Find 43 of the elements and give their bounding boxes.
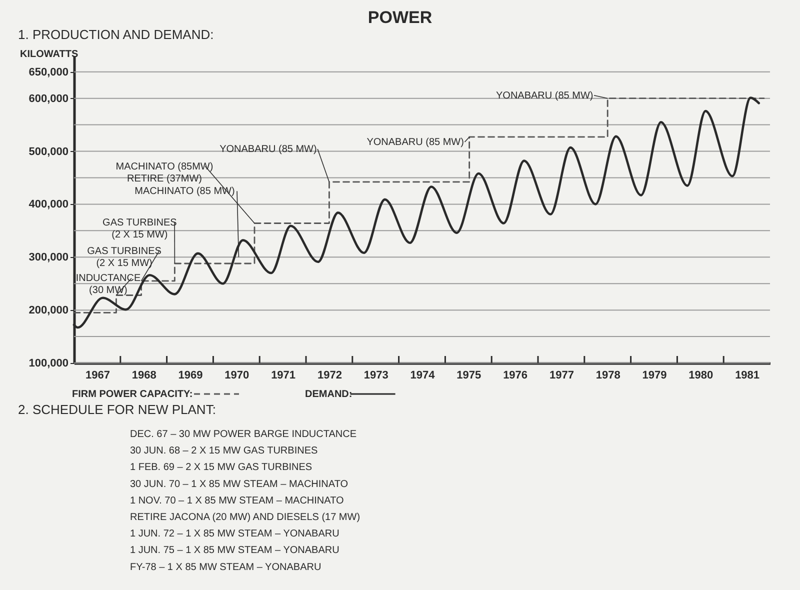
text: 1 JUN. 72 – 1 X 85 MW STEAM – YONABARU — [130, 528, 340, 540]
x-tick-label: 1970 — [224, 370, 250, 382]
y-tick-label: 400,000 — [28, 198, 68, 211]
annotation: YONABARU (85 MW) — [220, 144, 317, 155]
x-tick-label: 1974 — [410, 370, 436, 382]
text: 1 NOV. 70 – 1 X 85 MW STEAM – MACHINATO — [130, 495, 344, 506]
y-tick-label: 100,000 — [28, 358, 68, 370]
x-tick-label: 1981 — [735, 370, 760, 382]
text: 2. SCHEDULE FOR NEW PLANT: — [18, 402, 216, 417]
x-tick-label: 1979 — [642, 370, 667, 382]
text: 30 JUN. 68 – 2 X 15 MW GAS TURBINES — [130, 446, 318, 457]
x-tick-label: 1978 — [596, 370, 620, 382]
annotation: YONABARU (85 MW) — [496, 90, 594, 102]
annotation: GAS TURBINES (2 X 15 MW) — [102, 217, 178, 240]
y-tick-label: 300,000 — [28, 252, 68, 264]
text: RETIRE JACONA (20 MW) AND DIESELS (17 MW) — [130, 512, 360, 523]
x-tick-label: 1967 — [85, 370, 110, 382]
x-tick-label: 1971 — [271, 370, 296, 382]
x-tick-label: 1972 — [317, 370, 342, 382]
x-tick-label: 1976 — [503, 370, 528, 382]
chart-title: POWER — [368, 8, 432, 27]
text: 1 FEB. 69 – 2 X 15 MW GAS TURBINES — [130, 462, 312, 474]
annotation: GAS TURBINES (2 X 15 MW) — [87, 246, 162, 269]
y-tick-label: 650,000 — [28, 66, 68, 78]
chart-subtitle: 1. PRODUCTION AND DEMAND: — [18, 27, 214, 42]
x-tick-label: 1973 — [364, 370, 388, 382]
x-tick-label: 1969 — [178, 370, 203, 382]
text: 1 JUN. 75 – 1 X 85 MW STEAM – YONABARU — [130, 545, 340, 556]
legend-label: FIRM POWER CAPACITY: — [72, 389, 193, 400]
y-tick-label: 500,000 — [28, 146, 68, 158]
text: FY-78 – 1 X 85 MW STEAM – YONABARU — [130, 562, 322, 573]
x-tick-label: 1975 — [456, 370, 482, 382]
x-tick-label: 1977 — [549, 370, 574, 382]
y-axis-title: KILOWATTS — [20, 49, 78, 60]
text: DEC. 67 – 30 MW POWER BARGE INDUCTANCE — [130, 429, 357, 440]
legend-label: DEMAND: — [305, 389, 352, 400]
annotation: YONABARU (85 MW) — [366, 136, 464, 148]
y-tick-label: 200,000 — [28, 304, 68, 317]
x-tick-label: 1980 — [688, 370, 714, 382]
x-tick-label: 1968 — [132, 370, 156, 382]
annotation: MACHINATO (85MW) RETIRE (37MW) — [116, 161, 214, 184]
text: 30 JUN. 70 – 1 X 85 MW STEAM – MACHINATO — [130, 478, 348, 490]
y-tick-label: 600,000 — [28, 92, 68, 105]
